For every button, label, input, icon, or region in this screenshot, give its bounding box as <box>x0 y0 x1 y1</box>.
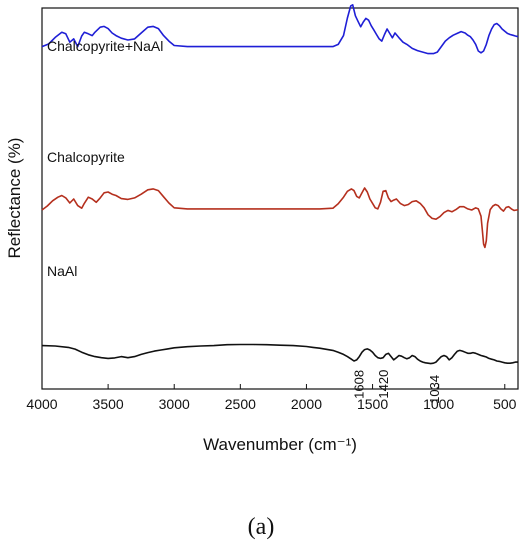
x-tick-label: 2500 <box>225 396 256 412</box>
peak-label-1608: 1608 <box>351 370 366 399</box>
peak-annotations: 1608 1420 1034 <box>351 370 442 404</box>
series-line-chalcopyrite <box>41 187 519 249</box>
series-label-chalcopyrite-naal: Chalcopyrite+NaAl <box>47 38 163 54</box>
series-line-chalcopyrite-naal <box>41 4 519 55</box>
peak-label-1034: 1034 <box>427 375 442 404</box>
y-axis-title: Reflectance (%) <box>5 138 24 259</box>
figure-caption: (a) <box>248 514 275 540</box>
x-tick-label: 4000 <box>26 396 57 412</box>
x-tick-label: 3500 <box>93 396 124 412</box>
x-tick-label: 3000 <box>159 396 190 412</box>
series-group <box>41 4 519 365</box>
series-label-naal: NaAl <box>47 263 77 279</box>
x-tick-label: 1000 <box>423 396 454 412</box>
series-label-chalcopyrite: Chalcopyrite <box>47 149 125 165</box>
plot-frame <box>41 7 519 390</box>
x-axis-title: Wavenumber (cm⁻¹) <box>203 435 357 454</box>
series-line-naal <box>41 343 518 365</box>
peak-label-1420: 1420 <box>376 370 391 399</box>
x-tick-label: 500 <box>493 396 517 412</box>
x-axis-ticks: 4000 3500 3000 2500 2000 1500 1000 500 <box>26 384 517 412</box>
x-tick-label: 2000 <box>291 396 322 412</box>
x-tick-label: 1500 <box>357 396 388 412</box>
